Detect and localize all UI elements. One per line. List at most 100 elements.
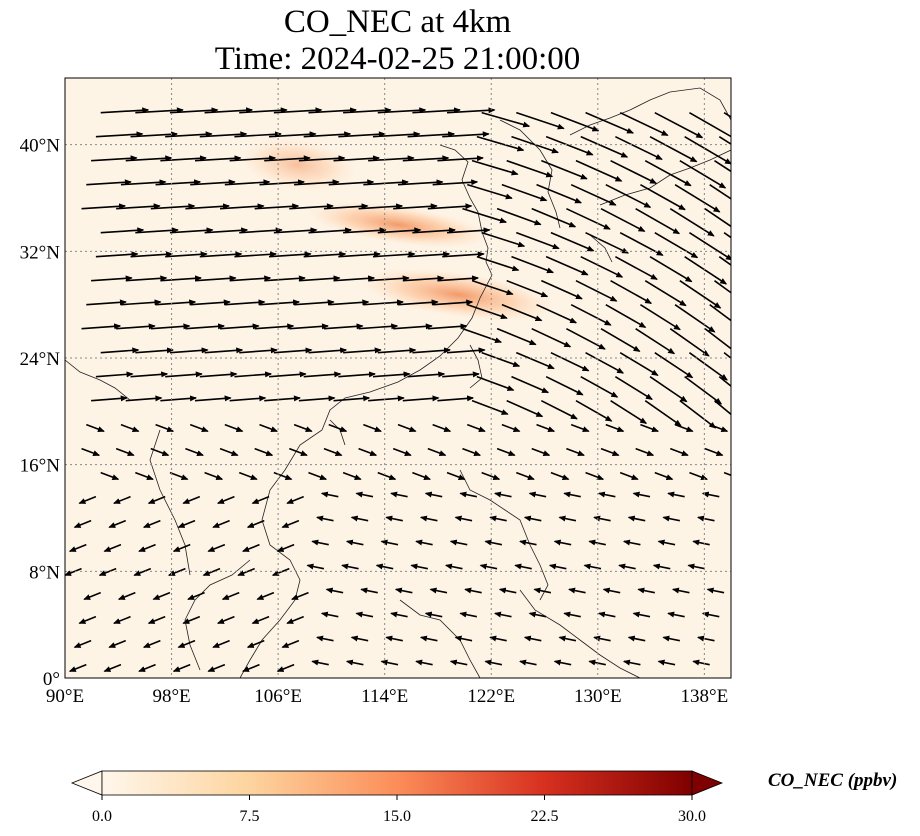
wind-arrow xyxy=(545,255,589,276)
wind-arrow xyxy=(540,399,578,420)
wind-arrow xyxy=(276,663,295,673)
wind-arrow xyxy=(246,519,265,529)
wind-arrow xyxy=(684,376,723,405)
wind-arrow xyxy=(713,400,731,416)
wind-arrow xyxy=(407,131,456,138)
wind-arrow xyxy=(412,227,456,234)
wind-arrow xyxy=(323,447,343,457)
wind-arrow xyxy=(511,255,555,274)
wind-arrow xyxy=(328,179,375,186)
wind-arrow xyxy=(701,611,720,618)
wind-arrow xyxy=(286,615,304,625)
wind-arrow xyxy=(496,447,516,457)
wind-arrow xyxy=(246,639,265,649)
wind-arrow xyxy=(627,515,646,522)
wind-arrow xyxy=(654,351,694,379)
wind-arrow xyxy=(103,543,122,553)
wind-arrow xyxy=(308,227,353,234)
wind-arrow xyxy=(523,635,542,642)
wind-arrow xyxy=(212,519,230,529)
wind-arrow xyxy=(704,447,724,457)
wind-arrow xyxy=(108,519,127,529)
wind-arrow xyxy=(575,279,618,302)
wind-arrow xyxy=(635,207,681,235)
wind-arrow xyxy=(506,159,554,178)
wind-arrow xyxy=(639,303,681,331)
wind-arrow xyxy=(471,279,514,296)
map-frame xyxy=(64,77,732,679)
wind-arrow xyxy=(669,447,689,457)
wind-arrow xyxy=(597,611,616,618)
wind-arrow xyxy=(519,539,537,546)
lat-tick-label: 8°N xyxy=(29,562,60,583)
wind-arrow xyxy=(449,539,468,546)
wind-arrow xyxy=(294,179,340,186)
wind-arrow xyxy=(432,179,479,186)
wind-arrow xyxy=(390,491,408,498)
wind-arrow xyxy=(553,659,572,666)
wind-arrow xyxy=(155,179,202,186)
wind-arrow xyxy=(684,135,731,165)
wind-arrow xyxy=(476,135,525,152)
wind-arrow xyxy=(427,203,473,210)
wind-arrow xyxy=(536,303,578,324)
wind-arrow xyxy=(323,203,369,210)
wind-arrow xyxy=(155,299,197,306)
wind-arrow xyxy=(471,159,519,176)
wind-arrow xyxy=(392,447,412,457)
wind-arrow xyxy=(580,135,629,158)
colorbar-body xyxy=(101,770,693,796)
wind-arrow xyxy=(446,107,496,114)
wind-arrow xyxy=(610,399,648,425)
wind-arrow xyxy=(194,395,232,402)
wind-arrow xyxy=(380,659,399,666)
wind-arrow xyxy=(476,375,515,391)
wind-arrow xyxy=(204,227,249,234)
wind-arrow xyxy=(142,639,161,649)
wind-arrow xyxy=(415,539,433,546)
wind-arrow xyxy=(306,563,325,570)
wind-arrow xyxy=(169,227,214,234)
wind-arrow xyxy=(459,611,478,618)
wind-arrow xyxy=(350,515,369,522)
colorbar-tick-label: 7.5 xyxy=(240,808,260,825)
wind-arrow xyxy=(368,275,410,282)
wind-arrow xyxy=(239,347,278,354)
wind-arrow xyxy=(311,659,329,666)
wind-arrow xyxy=(397,423,417,433)
wind-arrow xyxy=(605,183,652,209)
wind-arrow xyxy=(394,587,413,594)
wind-arrow xyxy=(291,591,309,601)
co-plume xyxy=(305,201,491,248)
wind-arrow xyxy=(135,347,174,354)
wind-arrow xyxy=(514,563,532,570)
wind-arrow xyxy=(368,155,415,162)
wind-arrow xyxy=(135,227,179,234)
wind-arrow xyxy=(593,635,611,642)
wind-arrow xyxy=(343,107,392,114)
wind-arrow xyxy=(169,347,209,354)
wind-arrow xyxy=(276,543,295,553)
wind-arrow xyxy=(635,447,655,457)
wind-arrow xyxy=(528,611,547,618)
wind-arrow xyxy=(138,543,156,553)
lon-tick-label: 106°E xyxy=(254,686,302,707)
wind-arrow xyxy=(697,635,715,642)
wind-arrow xyxy=(528,491,547,498)
wind-arrow xyxy=(600,327,641,353)
wind-arrow xyxy=(575,159,623,182)
wind-arrow xyxy=(442,131,490,138)
wind-arrow xyxy=(548,563,567,570)
wind-arrow xyxy=(462,207,507,224)
wind-arrow xyxy=(410,563,428,570)
wind-arrow xyxy=(360,587,378,594)
wind-arrow xyxy=(120,179,167,186)
wind-arrow xyxy=(207,663,226,673)
wind-arrow xyxy=(390,611,408,618)
wind-arrow xyxy=(563,491,581,498)
wind-arrow xyxy=(150,447,170,457)
wind-arrow xyxy=(91,155,138,162)
wind-arrow xyxy=(207,543,226,553)
wind-arrow xyxy=(343,227,387,234)
wind-arrow xyxy=(657,539,676,546)
